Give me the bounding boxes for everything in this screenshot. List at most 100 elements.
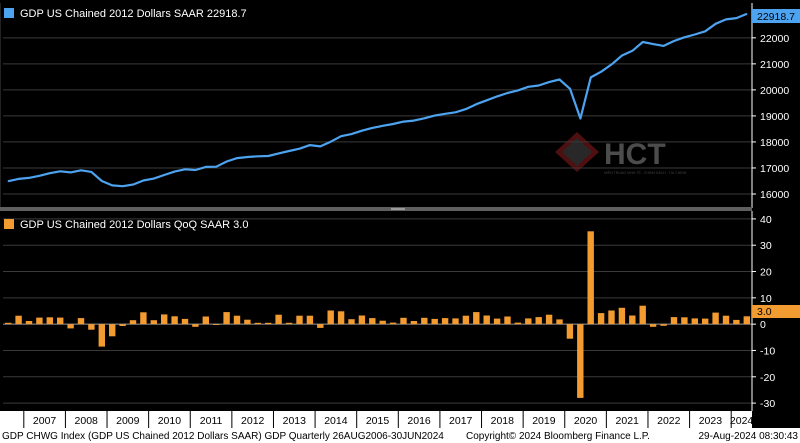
- qoq-bar: [452, 318, 459, 325]
- year-label: 2017: [449, 415, 473, 427]
- year-label: 2014: [324, 415, 348, 427]
- gdp-data-point: [402, 121, 405, 123]
- qoq-bar: [98, 324, 105, 347]
- x-axis-bar: [0, 411, 752, 428]
- qoq-bar: [379, 320, 386, 325]
- gdp-data-point: [725, 18, 727, 20]
- year-label: 2018: [491, 415, 515, 427]
- qoq-bar: [649, 324, 657, 327]
- panel-divider-handle[interactable]: [391, 208, 405, 210]
- gdp-series-line: [7, 12, 748, 188]
- top-tick-label: 21000: [760, 59, 789, 71]
- top-tick-label: 18000: [760, 137, 789, 149]
- gdp-data-point: [184, 168, 186, 170]
- qoq-bar: [88, 324, 95, 330]
- gdp-data-point: [652, 43, 654, 45]
- qoq-bar: [525, 318, 532, 325]
- qoq-bar: [733, 319, 740, 325]
- qoq-bar: [327, 310, 334, 325]
- year-label: 2012: [241, 415, 265, 427]
- qoq-bar: [296, 315, 303, 325]
- qoq-bar: [5, 322, 12, 325]
- watermark-subtext: MIỀN TRUNG KINH TẾ - CHÍNH SÁCH - TÀI CH…: [604, 170, 687, 175]
- gdp-data-point: [288, 150, 290, 152]
- year-label: 2016: [407, 415, 431, 427]
- bottom-panel-grid: [3, 218, 752, 404]
- qoq-bar: [233, 315, 241, 325]
- top-tick-label: 17000: [760, 163, 789, 175]
- gdp-data-point: [80, 169, 82, 171]
- qoq-legend: GDP US Chained 2012 Dollars QoQ SAAR 3.0: [20, 219, 248, 231]
- gdp-data-point: [444, 113, 446, 115]
- gdp-data-point: [454, 111, 457, 113]
- qoq-bar: [202, 316, 209, 325]
- gdp-data-point: [548, 81, 550, 83]
- year-label: 2015: [366, 415, 390, 427]
- qoq-bar: [358, 315, 366, 325]
- qoq-bar: [473, 312, 480, 325]
- qoq-bar: [493, 318, 501, 325]
- gdp-data-point: [569, 88, 571, 90]
- qoq-bar: [462, 315, 470, 325]
- gdp-data-point: [163, 174, 165, 176]
- bottom-tick-label: -10: [760, 345, 775, 357]
- gdp-data-point: [590, 76, 592, 78]
- gdp-data-point: [746, 13, 748, 15]
- gdp-data-point: [434, 115, 436, 117]
- qoq-bar: [181, 318, 189, 325]
- qoq-bar: [285, 322, 293, 325]
- qoq-bar: [15, 315, 22, 325]
- qoq-bar: [597, 313, 605, 325]
- gdp-data-point: [215, 166, 217, 168]
- gdp-data-point: [673, 40, 675, 42]
- top-panel-grid: [3, 37, 752, 195]
- qoq-bar: [306, 315, 314, 325]
- gdp-data-point: [278, 152, 280, 154]
- qoq-bar: [483, 315, 490, 325]
- gdp-data-point: [90, 171, 92, 173]
- gdp-data-point: [392, 123, 394, 125]
- gdp-data-point: [111, 184, 113, 186]
- qoq-bar: [691, 318, 698, 325]
- bottom-panel-y-axis: 40 30 20 10 0 -10 -20 -30: [752, 214, 775, 410]
- gdp-data-point: [506, 92, 509, 94]
- qoq-bar: [36, 317, 43, 325]
- qoq-bar: [150, 320, 157, 325]
- gdp-data-point: [413, 120, 415, 122]
- bottom-tick-label: 20: [760, 267, 772, 279]
- gdp-data-point: [361, 130, 363, 132]
- qoq-bar: [348, 319, 355, 325]
- year-label: 2008: [75, 415, 99, 427]
- gdp-data-point: [49, 172, 51, 174]
- top-tick-label: 19000: [760, 111, 789, 123]
- panel-divider: [0, 207, 752, 211]
- qoq-bar: [514, 322, 522, 325]
- qoq-bar: [722, 315, 730, 325]
- qoq-bar: [577, 324, 584, 398]
- qoq-bar: [618, 307, 626, 325]
- qoq-bar: [535, 317, 542, 325]
- gdp-data-point: [153, 178, 155, 180]
- gdp-data-point: [205, 166, 207, 168]
- gdp-data-point: [70, 171, 72, 173]
- gdp-last-value-badge: 22918.7: [752, 9, 800, 23]
- year-label: 2007: [33, 415, 57, 427]
- gdp-data-point: [642, 41, 644, 43]
- year-label: 2013: [283, 415, 307, 427]
- gdp-data-point: [527, 86, 529, 88]
- gdp-data-point: [122, 185, 124, 187]
- qoq-bar: [254, 322, 261, 325]
- footer-copyright: Copyright© 2024 Bloomberg Finance L.P.: [466, 431, 650, 442]
- gdp-data-point: [340, 135, 342, 137]
- top-tick-label: 22000: [760, 33, 789, 45]
- gdp-data-point: [496, 95, 498, 97]
- gdp-data-point: [257, 155, 259, 157]
- gdp-last-value-label: 22918.7: [757, 11, 795, 23]
- qoq-last-value-label: 3.0: [757, 306, 772, 318]
- gdp-data-point: [132, 184, 134, 186]
- qoq-bar: [421, 317, 428, 325]
- qoq-bar: [431, 318, 438, 325]
- qoq-bar: [389, 322, 397, 325]
- qoq-bar: [608, 310, 615, 325]
- qoq-bar: [129, 320, 137, 325]
